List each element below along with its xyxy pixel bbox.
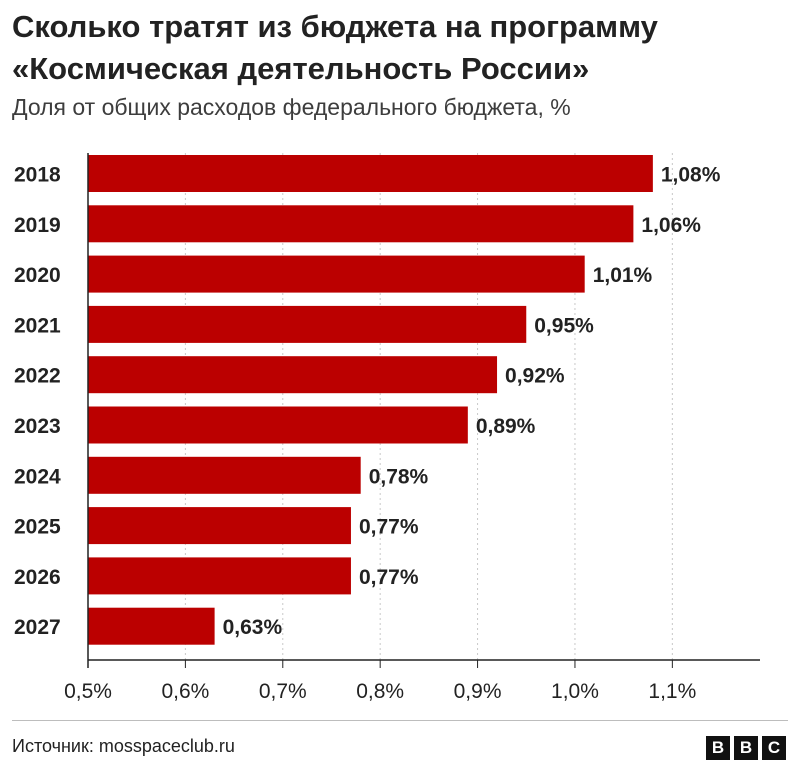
value-label: 0,89% — [476, 415, 536, 438]
bar-chart: 0,5% 0,6% 0,7% 0,8% 0,9% 1,0% 1,1% 2018 1,08% 201… — [14, 153, 760, 703]
footer-divider — [12, 720, 788, 721]
x-tick-label: 0,7% — [259, 680, 307, 703]
value-label: 1,08% — [661, 164, 721, 187]
category-label: 2020 — [14, 264, 61, 287]
bar — [88, 305, 527, 343]
value-label: 1,06% — [641, 214, 701, 237]
value-label: 0,77% — [359, 516, 419, 539]
category-label: 2025 — [14, 516, 61, 539]
category-label: 2027 — [14, 616, 61, 639]
bar — [88, 155, 653, 192]
value-label: 0,78% — [369, 465, 429, 488]
x-tick-label: 0,6% — [161, 680, 209, 703]
bar — [88, 356, 498, 394]
category-label: 2023 — [14, 415, 61, 438]
chart-title: Сколько тратят из бюджета на программу «… — [12, 9, 658, 86]
bar — [88, 255, 585, 293]
value-label: 0,95% — [534, 314, 594, 337]
category-label: 2018 — [14, 164, 61, 187]
logo-letter-c: C — [762, 736, 786, 760]
logo-letter-b1: B — [706, 736, 730, 760]
category-label: 2022 — [14, 365, 61, 388]
bar — [88, 507, 351, 545]
bbc-logo: B B C — [706, 736, 786, 760]
x-tick-label: 0,9% — [454, 680, 502, 703]
value-label: 0,63% — [223, 616, 283, 639]
source-note: Источник: mosspaceclub.ru — [12, 736, 235, 756]
category-label: 2019 — [14, 214, 61, 237]
value-label: 1,01% — [593, 264, 653, 287]
bar — [88, 205, 634, 243]
bar — [88, 456, 361, 494]
value-label: 0,92% — [505, 365, 565, 388]
bar — [88, 607, 215, 645]
category-label: 2026 — [14, 566, 61, 589]
category-label: 2024 — [14, 465, 61, 488]
bar — [88, 406, 468, 444]
x-tick-label: 1,1% — [648, 680, 696, 703]
logo-letter-b2: B — [734, 736, 758, 760]
x-tick-label: 1,0% — [551, 680, 599, 703]
category-label: 2021 — [14, 314, 61, 337]
bar — [88, 557, 351, 595]
chart-subtitle: Доля от общих расходов федерального бюдж… — [12, 94, 571, 120]
x-tick-label: 0,8% — [356, 680, 404, 703]
value-label: 0,77% — [359, 566, 419, 589]
x-tick-label: 0,5% — [64, 680, 112, 703]
